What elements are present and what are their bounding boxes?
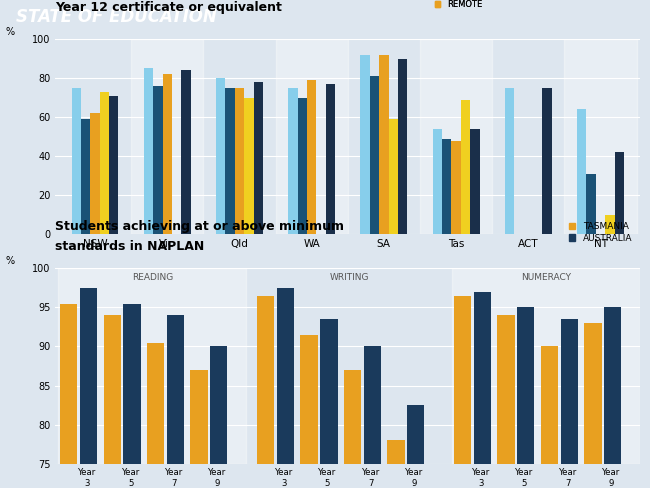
Text: %: %	[6, 27, 15, 37]
Bar	[216, 78, 226, 234]
Bar	[604, 307, 621, 464]
Bar	[162, 74, 172, 234]
Bar	[387, 440, 404, 464]
Bar	[288, 88, 298, 234]
Bar	[58, 268, 246, 464]
Bar	[584, 323, 601, 464]
Bar	[470, 129, 480, 234]
Bar	[398, 59, 408, 234]
Bar	[370, 76, 379, 234]
Bar	[254, 82, 263, 234]
Bar	[181, 70, 190, 234]
Bar	[452, 268, 640, 464]
Bar	[344, 370, 361, 464]
Bar	[564, 39, 636, 234]
Bar	[153, 86, 162, 234]
Text: WRITING: WRITING	[330, 273, 369, 282]
Bar	[72, 88, 81, 234]
Bar	[577, 109, 586, 234]
Text: Year 12 certificate or equivalent: Year 12 certificate or equivalent	[55, 0, 282, 14]
Bar	[109, 96, 118, 234]
Bar	[461, 100, 470, 234]
Bar	[420, 39, 492, 234]
Bar	[542, 88, 552, 234]
Bar	[90, 113, 99, 234]
Legend: TASMANIA, AUSTRALIA: TASMANIA, AUSTRALIA	[566, 218, 636, 246]
Text: STATE OF EDUCATION: STATE OF EDUCATION	[16, 8, 217, 26]
Bar	[81, 119, 90, 234]
Text: Students achieving at or above minimum: Students achieving at or above minimum	[55, 220, 344, 233]
Bar	[389, 119, 398, 234]
Bar	[99, 92, 109, 234]
Bar	[131, 39, 203, 234]
Text: READING: READING	[132, 273, 173, 282]
Text: standards in NAPLAN: standards in NAPLAN	[55, 240, 205, 253]
Bar	[454, 296, 471, 464]
Bar	[298, 98, 307, 234]
Bar	[147, 343, 164, 464]
Bar	[103, 315, 121, 464]
Bar	[190, 370, 207, 464]
Bar	[474, 292, 491, 464]
Bar	[408, 405, 424, 464]
Bar	[300, 335, 318, 464]
Bar	[226, 88, 235, 234]
Legend: MAJOR CITIES, INNER & OUTER REGIONAL, REMOTE, VERY REMOTE, TOTAL: MAJOR CITIES, INNER & OUTER REGIONAL, RE…	[435, 0, 636, 9]
Bar	[307, 80, 317, 234]
Bar	[326, 84, 335, 234]
Bar	[364, 346, 381, 464]
Bar	[615, 152, 624, 234]
Bar	[360, 55, 370, 234]
Text: NUMERACY: NUMERACY	[521, 273, 571, 282]
Bar	[451, 141, 461, 234]
Bar	[80, 288, 97, 464]
Bar	[379, 55, 389, 234]
Bar	[433, 129, 442, 234]
Bar	[211, 346, 227, 464]
Bar	[442, 139, 451, 234]
Bar	[320, 319, 337, 464]
Bar	[144, 68, 153, 234]
Bar	[586, 174, 596, 234]
Bar	[541, 346, 558, 464]
Bar	[605, 215, 615, 234]
Bar	[167, 315, 184, 464]
Bar	[561, 319, 578, 464]
Bar	[517, 307, 534, 464]
Text: %: %	[6, 257, 15, 266]
Bar	[257, 296, 274, 464]
Bar	[276, 39, 348, 234]
Bar	[505, 88, 514, 234]
Bar	[497, 315, 515, 464]
Bar	[124, 304, 140, 464]
Bar	[235, 88, 244, 234]
Bar	[244, 98, 254, 234]
Bar	[60, 304, 77, 464]
Bar	[277, 288, 294, 464]
